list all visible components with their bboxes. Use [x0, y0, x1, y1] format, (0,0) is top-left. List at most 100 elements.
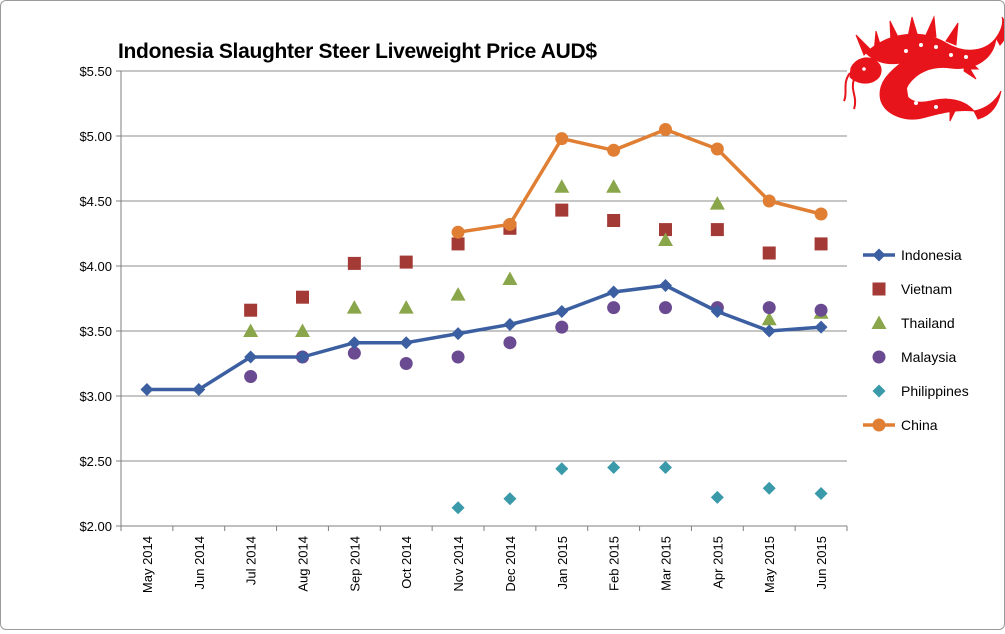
- y-tick-label: $4.50: [79, 194, 112, 209]
- x-tick-label: Sep 2014: [347, 536, 362, 592]
- x-tick-label: Jul 2014: [244, 536, 259, 585]
- x-tick-label: Aug 2014: [296, 536, 311, 592]
- legend-label-vietnam: Vietnam: [901, 281, 952, 297]
- legend-marker-thailand: [871, 315, 887, 329]
- legend: Indonesia Vietnam Thailand Malaysia Philippi…: [863, 247, 969, 433]
- chart-title: Indonesia Slaughter Steer Liveweight Pri…: [118, 40, 597, 63]
- data-point-indonesia: [140, 383, 154, 396]
- x-tick-label: Jan 2015: [555, 536, 570, 590]
- data-point-indonesia: [296, 350, 309, 364]
- x-tick-label: Jun 2014: [192, 536, 207, 590]
- red-dragon-icon: [843, 15, 1005, 122]
- data-point-china: [607, 143, 621, 157]
- data-point-thailand: [243, 323, 259, 337]
- data-point-china: [762, 194, 776, 208]
- data-point-thailand: [761, 311, 777, 326]
- legend-item-thailand: Thailand: [871, 315, 955, 331]
- axes: [120, 71, 847, 527]
- data-point-china: [503, 217, 517, 231]
- data-point-thailand: [295, 323, 310, 337]
- data-point-malaysia: [762, 301, 776, 315]
- data-point-malaysia: [659, 301, 672, 315]
- data-point-philippines: [451, 501, 465, 515]
- legend-marker-china: [872, 418, 886, 432]
- legend-label-china: China: [901, 417, 938, 433]
- data-point-vietnam: [296, 290, 309, 304]
- data-point-china: [451, 225, 465, 239]
- data-point-philippines: [555, 462, 569, 476]
- data-point-malaysia: [244, 370, 258, 383]
- data-point-indonesia: [347, 336, 361, 350]
- data-point-vietnam: [762, 246, 776, 260]
- data-point-indonesia: [503, 318, 517, 331]
- data-point-philippines: [503, 492, 517, 506]
- legend-label-malaysia: Malaysia: [901, 349, 956, 365]
- x-tick-label: Oct 2014: [399, 536, 414, 589]
- data-point-malaysia: [347, 346, 361, 360]
- legend-item-philippines: Philippines: [872, 383, 969, 399]
- data-point-china: [659, 123, 672, 136]
- x-tick-label: May 2014: [140, 536, 155, 593]
- data-point-china: [555, 132, 569, 146]
- series-group: [140, 123, 829, 515]
- x-tick-label: Jun 2015: [814, 536, 829, 590]
- data-point-china: [710, 142, 724, 156]
- legend-item-indonesia: Indonesia: [863, 247, 962, 263]
- series-line-indonesia: [146, 283, 822, 392]
- series-malaysia: [244, 301, 828, 383]
- data-point-malaysia: [399, 357, 413, 370]
- data-point-thailand: [450, 287, 466, 301]
- data-point-vietnam: [814, 237, 828, 251]
- data-point-thailand: [398, 300, 414, 314]
- data-point-indonesia: [762, 324, 776, 338]
- legend-marker-indonesia: [872, 248, 886, 262]
- data-point-vietnam: [451, 237, 465, 251]
- legend-marker-philippines: [872, 384, 886, 398]
- data-point-indonesia: [451, 327, 465, 341]
- data-point-vietnam: [399, 255, 413, 269]
- data-point-thailand: [346, 300, 362, 314]
- y-tick-label: $4.00: [79, 259, 112, 274]
- data-point-philippines: [710, 490, 724, 504]
- legend-item-vietnam: Vietnam: [872, 281, 952, 297]
- data-point-philippines: [762, 481, 776, 495]
- x-tick-label: Nov 2014: [451, 536, 466, 592]
- series-indonesia: [140, 279, 828, 396]
- data-point-indonesia: [710, 305, 724, 318]
- series-line-china: [457, 127, 822, 234]
- data-point-indonesia: [814, 320, 828, 334]
- data-point-indonesia: [399, 336, 413, 350]
- x-tick-label: Feb 2015: [607, 536, 622, 591]
- y-axis-ticks: $2.00 $2.50 $3.00 $3.50 $4.00 $4.50 $5.00 $5.50: [79, 64, 121, 534]
- data-point-thailand: [502, 271, 518, 285]
- data-point-indonesia: [607, 285, 621, 299]
- legend-item-malaysia: Malaysia: [872, 349, 956, 365]
- legend-item-china: China: [863, 417, 938, 433]
- data-point-malaysia: [814, 303, 828, 317]
- y-tick-label: $5.50: [79, 64, 112, 79]
- y-tick-label: $5.00: [79, 129, 112, 144]
- legend-marker-vietnam: [872, 282, 886, 296]
- series-vietnam: [244, 203, 828, 317]
- data-point-malaysia: [503, 336, 517, 350]
- series-thailand: [243, 179, 829, 337]
- data-point-philippines: [814, 487, 828, 500]
- y-tick-label: $2.50: [79, 454, 112, 469]
- data-point-malaysia: [451, 350, 465, 364]
- data-point-indonesia: [192, 383, 206, 396]
- y-tick-label: $3.00: [79, 389, 112, 404]
- data-point-philippines: [659, 461, 672, 474]
- y-tick-label: $2.00: [79, 519, 112, 534]
- data-point-vietnam: [710, 223, 724, 237]
- data-point-thailand: [658, 232, 673, 246]
- x-axis-ticks: May 2014 Jun 2014 Jul 2014 Aug 2014 Sep 2014…: [120, 526, 848, 593]
- data-point-indonesia: [555, 305, 569, 318]
- data-point-vietnam: [347, 256, 361, 270]
- gridlines: [121, 70, 847, 462]
- data-point-thailand: [709, 196, 725, 210]
- series-philippines: [451, 461, 828, 515]
- data-point-thailand: [606, 179, 622, 193]
- data-point-thailand: [554, 179, 570, 193]
- data-point-philippines: [607, 461, 621, 474]
